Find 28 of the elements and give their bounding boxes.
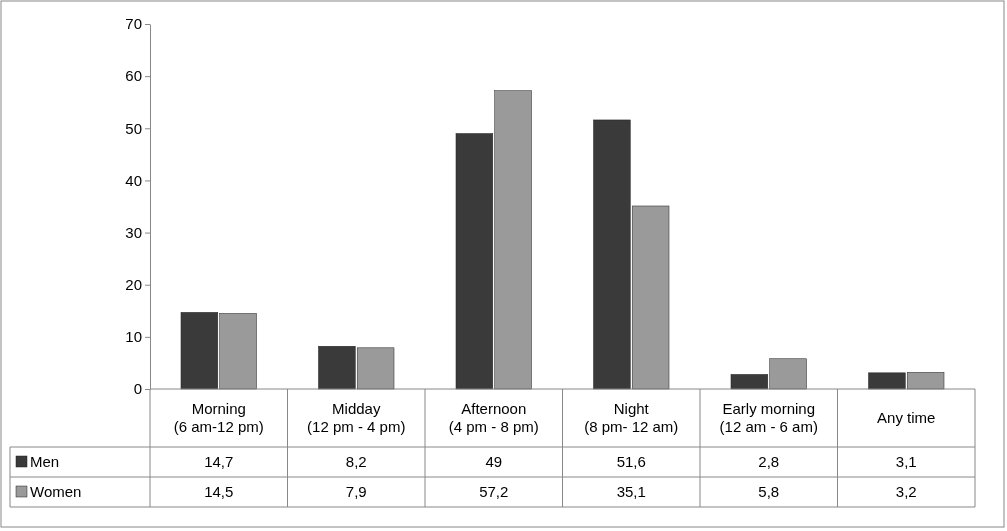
y-tick-label: 40 [125,171,142,189]
data-label: 57,2 [479,483,509,500]
y-tick-label: 30 [125,223,142,241]
data-label: 7,9 [345,483,367,500]
x-tick-label: Any time [877,409,936,426]
y-tick-label: 10 [125,328,142,346]
data-label: 14,5 [204,483,234,500]
x-tick-label: Morning (6 am-12 pm) [173,400,264,435]
x-tick-label: Night (8 pm- 12 am) [584,400,679,435]
data-label: 2,8 [758,453,780,470]
y-tick-label: 50 [125,119,142,137]
legend-label: Women [30,483,82,500]
y-tick-label: 0 [133,380,142,398]
y-tick-label: 60 [125,67,142,85]
x-tick-label: Early morning (12 am - 6 am) [719,400,818,435]
data-label: 3,2 [895,483,917,500]
y-tick-label: 70 [125,15,142,33]
data-label: 5,8 [758,483,780,500]
data-label: 49 [485,453,503,470]
data-label: 51,6 [616,453,646,470]
data-label: 35,1 [616,483,646,500]
x-tick-label: Midday (12 pm - 4 pm) [307,400,406,435]
data-label: 14,7 [204,453,234,470]
data-label: 3,1 [895,453,917,470]
legend-label: Men [30,453,60,470]
data-label: 8,2 [345,453,367,470]
x-tick-label: Afternoon (4 pm - 8 pm) [448,400,539,435]
y-tick-label: 20 [125,276,142,294]
